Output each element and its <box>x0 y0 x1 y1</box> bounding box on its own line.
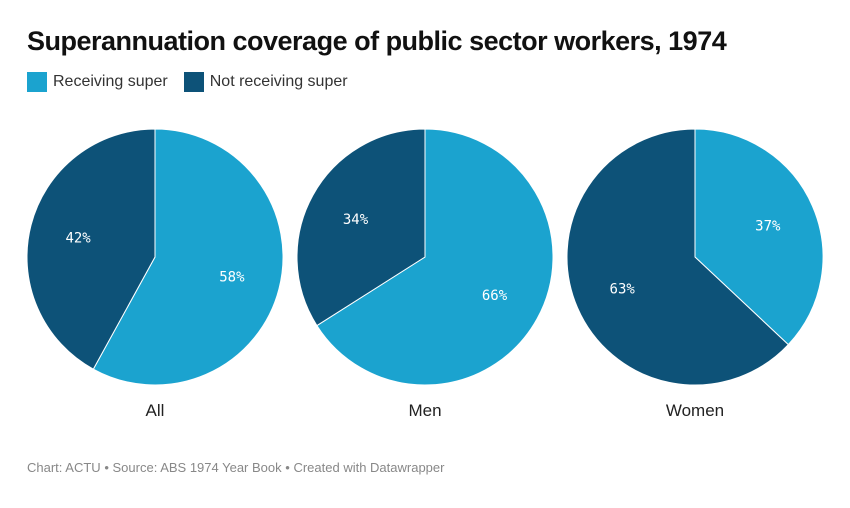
footer-chart-credit: Chart: ACTU <box>27 460 101 475</box>
pie-caption-women: Women <box>666 401 724 420</box>
pie-label-men-receiving: 66% <box>482 288 508 304</box>
pie-all: 58% 42% All <box>26 128 284 420</box>
pie-charts: 58% 42% All 66% 34% Men 37% 63% Women <box>26 128 824 420</box>
footer-separator: • <box>104 460 109 475</box>
pie-caption-men: Men <box>408 401 441 420</box>
pie-label-women-not-receiving: 63% <box>610 282 636 298</box>
pie-men: 66% 34% Men <box>296 128 554 420</box>
legend-swatch-receiving <box>27 72 47 92</box>
legend-label-receiving: Receiving super <box>53 73 168 90</box>
pie-slice-all-receiving <box>92 128 284 386</box>
pie-label-women-receiving: 37% <box>755 219 781 235</box>
chart-title: Superannuation coverage of public sector… <box>27 26 727 56</box>
pie-label-all-not-receiving: 42% <box>65 230 91 246</box>
pie-slice-all-not-receiving <box>26 128 156 370</box>
legend-item-not-receiving: Not receiving super <box>183 72 348 92</box>
legend-item-receiving: Receiving super <box>27 72 168 92</box>
footer: Chart: ACTU • Source: ABS 1974 Year Book… <box>27 460 444 475</box>
pie-slice-women-receiving <box>694 128 824 346</box>
pie-slice-women-not-receiving <box>566 128 790 386</box>
pie-slice-men-not-receiving <box>296 128 426 327</box>
pie-label-men-not-receiving: 34% <box>343 212 369 228</box>
legend: Receiving super Not receiving super <box>27 72 364 92</box>
legend-swatch-not-receiving <box>183 72 204 92</box>
pie-label-all-receiving: 58% <box>219 270 245 286</box>
pie-slice-men-receiving <box>316 128 554 386</box>
pie-caption-all: All <box>146 401 165 420</box>
legend-label-not-receiving: Not receiving super <box>209 73 348 90</box>
footer-separator: • <box>285 460 290 475</box>
footer-source: Source: ABS 1974 Year Book <box>112 460 282 475</box>
footer-created-with: Created with Datawrapper <box>293 460 445 475</box>
pie-women: 37% 63% Women <box>566 128 824 420</box>
